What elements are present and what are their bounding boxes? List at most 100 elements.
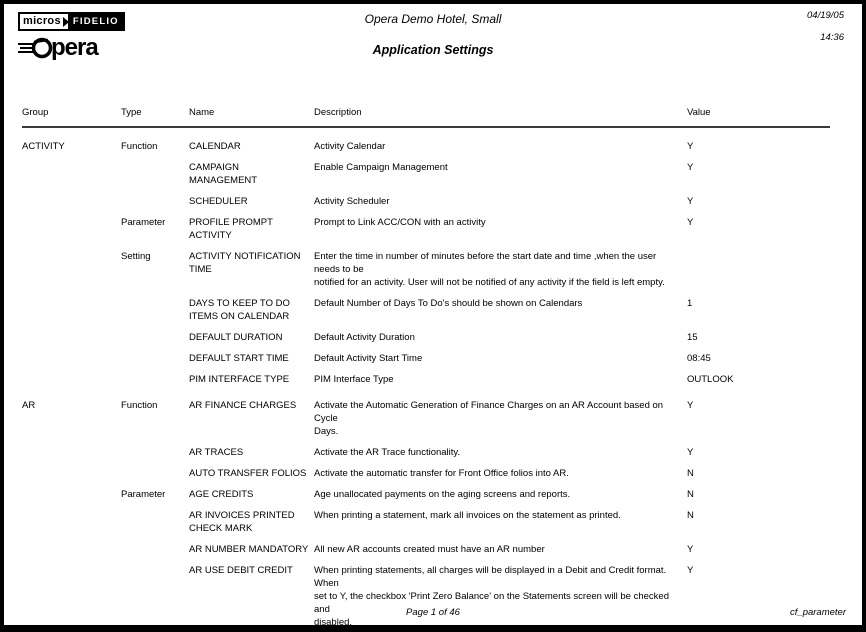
table-row: DEFAULT START TIME Default Activity Start… xyxy=(22,352,830,365)
cell-value: Y xyxy=(687,217,694,228)
micros-fidelio-logo: micros FIDELIO xyxy=(18,12,125,31)
cell-type xyxy=(121,373,189,386)
table-row: SCHEDULER Activity Scheduler Y xyxy=(22,195,830,208)
cell-group xyxy=(22,331,121,344)
cell-group xyxy=(22,216,121,242)
cell-name: AR USE DEBIT CREDIT xyxy=(189,565,293,576)
cell-name: AUTO TRANSFER FOLIOS xyxy=(189,468,307,479)
cell-type xyxy=(121,446,189,459)
cell-group xyxy=(22,373,121,386)
settings-rows: ACTIVITY Function CALENDAR Activity Calenda… xyxy=(22,140,830,628)
report-header: micros FIDELIO pera Opera Demo Hotel, Sm… xyxy=(4,4,862,100)
column-header-type: Type xyxy=(121,107,142,118)
cell-group xyxy=(22,161,121,187)
opera-o-icon xyxy=(18,37,53,59)
report-code: cf_parameter xyxy=(790,607,846,618)
cell-group: AR xyxy=(22,400,36,411)
opera-logo: pera xyxy=(18,34,125,62)
cell-name: CAMPAIGN MANAGEMENT xyxy=(189,162,258,186)
cell-desc: Activate the automatic transfer for Fron… xyxy=(314,468,569,479)
cell-name: DEFAULT START TIME xyxy=(189,353,289,364)
cell-type xyxy=(121,467,189,480)
cell-type: Setting xyxy=(121,251,151,262)
cell-value: 08:45 xyxy=(687,353,711,364)
opera-logo-text: pera xyxy=(51,34,99,61)
cell-name: SCHEDULER xyxy=(189,196,248,207)
cell-group xyxy=(22,488,121,501)
cell-value: N xyxy=(687,468,694,479)
table-row: AUTO TRANSFER FOLIOS Activate the automat… xyxy=(22,467,830,480)
cell-desc: Activate the AR Trace functionality. xyxy=(314,447,461,458)
report-time: 14:36 xyxy=(820,32,844,43)
cell-value: Y xyxy=(687,565,694,576)
cell-name: DEFAULT DURATION xyxy=(189,332,283,343)
table-row: PIM INTERFACE TYPE PIM Interface Type OUTL… xyxy=(22,373,830,386)
fidelio-logo-text: FIDELIO xyxy=(67,14,123,29)
cell-group xyxy=(22,467,121,480)
table-row: AR USE DEBIT CREDIT When printing stateme… xyxy=(22,564,830,628)
report-datetime: 04/19/05 14:36 xyxy=(807,10,844,43)
cell-value: 1 xyxy=(687,298,693,309)
cell-name: AR NUMBER MANDATORY xyxy=(189,544,309,555)
cell-desc: When printing a statement, mark all invo… xyxy=(314,510,621,521)
table-row: Setting ACTIVITY NOTIFICATION TIME Enter t… xyxy=(22,250,830,289)
hotel-title: Opera Demo Hotel, Small xyxy=(364,12,502,26)
cell-group xyxy=(22,250,121,289)
cell-desc: Prompt to Link ACC/CON with an activity xyxy=(314,217,486,228)
cell-type xyxy=(121,352,189,365)
cell-desc: Activate the Automatic Generation of Fin… xyxy=(314,400,664,437)
cell-name: DAYS TO KEEP TO DO ITEMS ON CALENDAR xyxy=(189,298,290,322)
cell-value: 15 xyxy=(687,332,698,343)
cell-type xyxy=(121,297,189,323)
cell-desc: Activity Scheduler xyxy=(314,196,390,207)
cell-value: Y xyxy=(687,196,694,207)
table-header-row: Group Type Name Description Value xyxy=(22,100,830,128)
cell-type: Parameter xyxy=(121,217,166,228)
cell-value: Y xyxy=(687,544,694,555)
cell-type xyxy=(121,161,189,187)
cell-value xyxy=(687,250,830,289)
cell-group xyxy=(22,297,121,323)
cell-name: AGE CREDITS xyxy=(189,489,254,500)
cell-group xyxy=(22,509,121,535)
cell-name: CALENDAR xyxy=(189,141,241,152)
cell-desc: Default Number of Days To Do's should be… xyxy=(314,298,583,309)
cell-value: N xyxy=(687,510,694,521)
cell-value: Y xyxy=(687,447,694,458)
cell-value: Y xyxy=(687,400,694,411)
table-row: AR INVOICES PRINTED CHECK MARK When print… xyxy=(22,509,830,535)
cell-group: ACTIVITY xyxy=(22,141,65,152)
cell-type: Function xyxy=(121,141,158,152)
cell-name: PROFILE PROMPT ACTIVITY xyxy=(189,217,273,241)
table-row: AR TRACES Activate the AR Trace functiona… xyxy=(22,446,830,459)
cell-desc: Activity Calendar xyxy=(314,141,386,152)
cell-desc: Enable Campaign Management xyxy=(314,162,448,173)
column-header-value: Value xyxy=(687,107,711,118)
table-row: ACTIVITY Function CALENDAR Activity Calenda… xyxy=(22,140,830,153)
column-header-name: Name xyxy=(189,107,215,118)
chevron-right-icon xyxy=(62,16,69,27)
cell-value: OUTLOOK xyxy=(687,374,734,385)
table-row: Parameter PROFILE PROMPT ACTIVITY Prompt t… xyxy=(22,216,830,242)
cell-group xyxy=(22,446,121,459)
cell-desc: PIM Interface Type xyxy=(314,374,394,385)
cell-name: AR INVOICES PRINTED CHECK MARK xyxy=(189,510,295,534)
cell-value: Y xyxy=(687,162,694,173)
cell-name: AR TRACES xyxy=(189,447,244,458)
table-row: DEFAULT DURATION Default Activity Duratio… xyxy=(22,331,830,344)
cell-group xyxy=(22,352,121,365)
cell-desc: When printing statements, all charges wi… xyxy=(314,565,669,628)
cell-desc: Default Activity Duration xyxy=(314,332,415,343)
cell-name: AR FINANCE CHARGES xyxy=(189,400,297,411)
table-row: AR Function AR FINANCE CHARGES Activate the… xyxy=(22,399,830,438)
table-row: AR NUMBER MANDATORY All new AR accounts c… xyxy=(22,543,830,556)
column-header-group: Group xyxy=(22,107,49,118)
table-row: CAMPAIGN MANAGEMENT Enable Campaign Manag… xyxy=(22,161,830,187)
table-row: DAYS TO KEEP TO DO ITEMS ON CALENDAR Defa… xyxy=(22,297,830,323)
cell-value: N xyxy=(687,489,694,500)
cell-desc: Enter the time in number of minutes befo… xyxy=(314,251,665,288)
report-date: 04/19/05 xyxy=(807,10,844,21)
cell-type xyxy=(121,543,189,556)
cell-desc: Age unallocated payments on the aging sc… xyxy=(314,489,571,500)
cell-type: Function xyxy=(121,400,158,411)
